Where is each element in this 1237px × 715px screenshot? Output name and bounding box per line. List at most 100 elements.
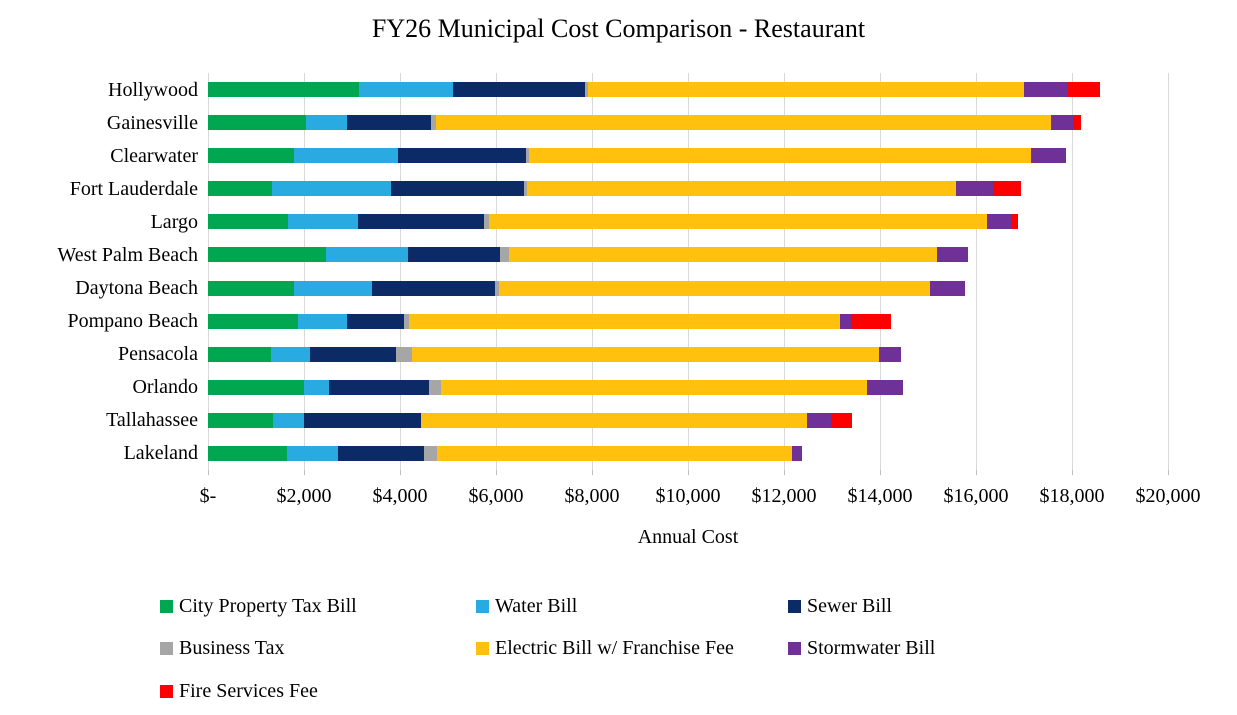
legend-marker-icon [476,599,489,613]
bar-pensacola [208,346,902,362]
bar-segment-stormwater-bill [1050,115,1074,131]
bar-segment-city-property-tax-bill [208,148,294,164]
bar-segment-water-bill [293,280,373,296]
bar-segment-sewer-bill [357,214,484,230]
x-tick-label: $18,000 [1039,485,1105,507]
bar-segment-fire-services-fee [831,412,852,428]
legend-marker-icon [160,641,173,655]
bar-segment-electric-bill-w-franchise-fee [412,346,880,362]
bar-segment-electric-bill-w-franchise-fee [489,214,988,230]
gridline [208,73,209,470]
x-tick-label: $20,000 [1135,485,1201,507]
bar-segment-water-bill [293,148,398,164]
bar-daytona-beach [208,280,966,296]
bar-segment-water-bill [272,412,304,428]
bar-segment-city-property-tax-bill [208,379,304,395]
bar-segment-business-tax [500,247,510,263]
bar-segment-business-tax [428,379,441,395]
x-axis-tick [496,470,497,475]
y-label-clearwater: Clearwater [110,144,198,167]
bar-segment-city-property-tax-bill [208,445,288,461]
bar-segment-city-property-tax-bill [208,412,273,428]
gridline [1072,73,1073,470]
bar-segment-sewer-bill [452,82,585,98]
bar-segment-stormwater-bill [955,181,993,197]
gridline [1168,73,1169,470]
x-tick-label: $12,000 [751,485,817,507]
legend-item-business-tax: Business Tax [160,638,284,658]
bar-segment-sewer-bill [329,379,429,395]
bar-segment-stormwater-bill [1031,148,1067,164]
bar-segment-business-tax [430,115,436,131]
bar-segment-business-tax [523,181,528,197]
x-axis-title: Annual Cost [637,526,739,548]
legend-marker-icon [788,599,801,613]
bar-segment-business-tax [396,346,413,362]
bar-segment-water-bill [271,346,310,362]
x-axis-tick [1168,470,1169,475]
bar-segment-electric-bill-w-franchise-fee [498,280,930,296]
gridline [304,73,305,470]
plot-area [208,73,1169,470]
x-axis-tick [880,470,881,475]
bar-segment-city-property-tax-bill [208,280,294,296]
bar-segment-business-tax [584,82,589,98]
bar-segment-electric-bill-w-franchise-fee [421,412,808,428]
bar-segment-stormwater-bill [936,247,969,263]
legend-label: Business Tax [179,637,285,659]
bar-segment-stormwater-bill [792,445,802,461]
bar-segment-stormwater-bill [807,412,832,428]
bar-segment-electric-bill-w-franchise-fee [440,379,867,395]
bar-segment-sewer-bill [347,115,431,131]
bar-segment-business-tax [424,445,438,461]
y-label-pensacola: Pensacola [118,343,198,366]
y-label-pompano-beach: Pompano Beach [67,310,198,333]
gridline [400,73,401,470]
legend-label: Sewer Bill [807,595,892,617]
bar-segment-water-bill [305,115,348,131]
bar-segment-water-bill [287,214,358,230]
x-tick-label: $4,000 [372,485,428,507]
x-axis-tick [304,470,305,475]
gridline [784,73,785,470]
y-label-hollywood: Hollywood [108,78,198,101]
y-label-fort-lauderdale: Fort Lauderdale [69,177,198,200]
bar-segment-stormwater-bill [839,313,851,329]
gridline [496,73,497,470]
legend-item-sewer-bill: Sewer Bill [788,596,892,616]
bar-segment-sewer-bill [347,313,404,329]
bar-segment-water-bill [304,379,330,395]
bar-segment-sewer-bill [337,445,425,461]
gridline [880,73,881,470]
bar-segment-city-property-tax-bill [208,313,298,329]
x-axis-tick [1072,470,1073,475]
bar-segment-business-tax [403,313,410,329]
bar-segment-city-property-tax-bill [208,214,288,230]
y-label-largo: Largo [150,210,198,233]
bar-segment-sewer-bill [303,412,422,428]
legend-label: Electric Bill w/ Franchise Fee [495,637,734,659]
y-label-gainesville: Gainesville [106,111,198,134]
x-tick-label: $8,000 [564,485,620,507]
bar-segment-fire-services-fee [1073,115,1081,131]
bar-segment-business-tax [526,148,529,164]
bar-segment-stormwater-bill [879,346,902,362]
bar-segment-sewer-bill [397,148,527,164]
x-axis-tick [208,470,209,475]
x-tick-label: $10,000 [655,485,721,507]
y-label-west-palm-beach: West Palm Beach [57,243,198,266]
bar-segment-stormwater-bill [866,379,903,395]
bar-segment-fire-services-fee [1010,214,1019,230]
legend-label: Stormwater Bill [807,637,936,659]
bar-segment-fire-services-fee [992,181,1022,197]
bar-segment-water-bill [298,313,348,329]
bar-segment-electric-bill-w-franchise-fee [509,247,937,263]
bar-segment-electric-bill-w-franchise-fee [528,148,1032,164]
bar-orlando [208,379,903,395]
bar-segment-fire-services-fee [850,313,891,329]
gridline [976,73,977,470]
y-label-orlando: Orlando [132,376,198,399]
bar-segment-business-tax [483,214,490,230]
bar-segment-city-property-tax-bill [208,181,272,197]
x-axis-tick [976,470,977,475]
